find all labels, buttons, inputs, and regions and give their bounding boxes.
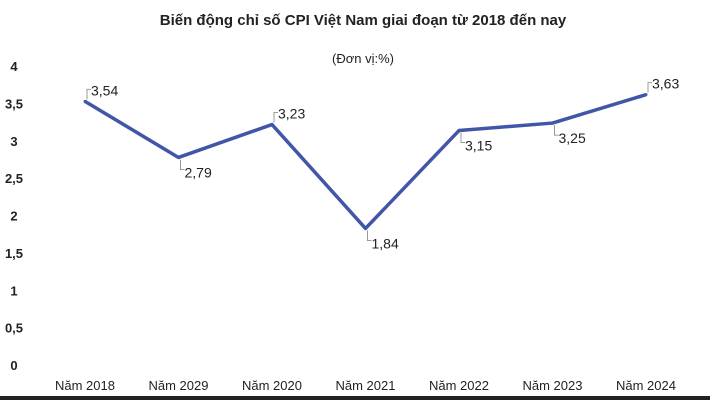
- data-point: [457, 129, 461, 133]
- y-tick-label: 3: [10, 134, 17, 149]
- x-tick-label: Năm 2021: [336, 378, 396, 393]
- data-point: [177, 155, 180, 159]
- data-label-leader: [86, 88, 91, 100]
- data-label: 3,54: [91, 82, 118, 98]
- y-tick-label: 3,5: [5, 96, 23, 111]
- y-tick-label: 2: [10, 209, 17, 224]
- data-label: 3,15: [465, 138, 492, 154]
- x-tick-label: Năm 2022: [429, 378, 489, 393]
- y-tick-label: 1,5: [5, 246, 23, 261]
- x-tick-label: Năm 2024: [616, 378, 676, 393]
- x-tick-label: Năm 2023: [523, 378, 583, 393]
- x-tick-label: Năm 2029: [149, 378, 209, 393]
- series-group: [83, 92, 648, 231]
- y-tick-label: 2,5: [5, 171, 23, 186]
- data-label-leader: [273, 112, 278, 123]
- y-tick-label: 0: [10, 358, 17, 373]
- series-line: [84, 92, 647, 231]
- data-point: [83, 99, 87, 103]
- data-point: [644, 93, 648, 97]
- data-label-leader: [460, 132, 465, 144]
- data-label: 1,84: [372, 235, 399, 251]
- x-tick-label: Năm 2020: [242, 378, 302, 393]
- data-label: 3,23: [278, 106, 305, 122]
- chart-subtitle: (Đơn vị:%): [332, 51, 394, 66]
- data-labels-group: 3,54 2,79 3,23 1,84 3,15 3,25 3,63: [86, 76, 679, 251]
- y-tick-label: 4: [10, 59, 18, 74]
- x-axis-ticks: Năm 2018 Năm 2029 Năm 2020 Năm 2021 Năm 2022…: [55, 378, 676, 393]
- x-tick-label: Năm 2018: [55, 378, 115, 393]
- data-label: 3,63: [652, 76, 679, 92]
- data-label-leader: [367, 230, 372, 241]
- data-label: 2,79: [185, 164, 212, 180]
- data-label-leader: [180, 159, 185, 170]
- y-tick-label: 0,5: [5, 321, 23, 336]
- y-axis-ticks: 0 0,5 1 1,5 2 2,5 3 3,5 4: [5, 59, 23, 373]
- data-label: 3,25: [559, 130, 586, 146]
- chart-title: Biến động chỉ số CPI Việt Nam giai đoạn …: [160, 12, 567, 29]
- bottom-border: [0, 396, 710, 400]
- data-label-leader: [647, 82, 652, 93]
- data-label-leader: [554, 125, 559, 136]
- data-point: [270, 123, 274, 127]
- data-point: [551, 121, 554, 125]
- y-tick-label: 1: [10, 283, 17, 298]
- data-point: [364, 226, 367, 230]
